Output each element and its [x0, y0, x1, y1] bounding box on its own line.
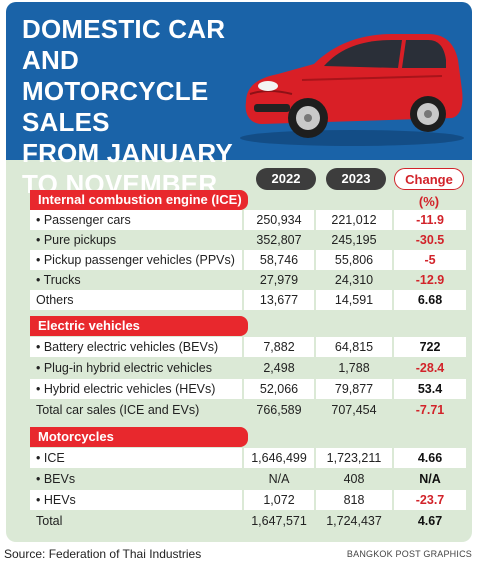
- title-line: DOMESTIC CAR AND: [22, 14, 226, 75]
- row-label: • Battery electric vehicles (BEVs): [30, 337, 242, 357]
- table-row: • Plug-in hybrid electric vehicles (PHEV…: [30, 358, 466, 395]
- value-2022: 352,807: [244, 230, 314, 250]
- value-2022: 7,882: [244, 337, 314, 357]
- table-row: Total 1,647,571 1,724,437 4.67: [30, 511, 466, 531]
- table-row: • Passenger cars 250,934 221,012 -11.9: [30, 210, 466, 230]
- table-row: • Battery electric vehicles (BEVs) 7,882…: [30, 337, 466, 357]
- page-title: DOMESTIC CAR AND MOTORCYCLE SALES FROM J…: [22, 14, 262, 200]
- red-car-illustration: [240, 34, 464, 146]
- change-value: -28.4: [394, 358, 466, 378]
- title-line: FROM JANUARY: [22, 138, 233, 168]
- value-2022: 1,072: [244, 490, 314, 510]
- table-row: Others 13,677 14,591 6.68: [30, 290, 466, 310]
- value-2023: 818: [316, 490, 392, 510]
- table-row: • Hybrid electric vehicles (HEVs) 52,066…: [30, 379, 466, 399]
- value-2022: 2,498: [244, 358, 314, 378]
- value-2023: 408: [316, 469, 392, 489]
- table-row: • HEVs 1,072 818 -23.7: [30, 490, 466, 510]
- row-label: Total car sales (ICE and EVs): [30, 400, 242, 420]
- change-value: -5: [394, 250, 466, 270]
- change-value: 722: [394, 337, 466, 357]
- row-label: Others: [30, 290, 242, 310]
- table-row: Total car sales (ICE and EVs) 766,589 70…: [30, 400, 466, 420]
- row-label: • Hybrid electric vehicles (HEVs): [30, 379, 242, 399]
- row-label: • Passenger cars: [30, 210, 242, 230]
- table-row: • ICE 1,646,499 1,723,211 4.66: [30, 448, 466, 468]
- infographic-card: DOMESTIC CAR AND MOTORCYCLE SALES FROM J…: [6, 2, 472, 542]
- value-2022: 1,647,571: [244, 511, 314, 531]
- value-2023: 79,877: [316, 379, 392, 399]
- change-value: 4.66: [394, 448, 466, 468]
- column-header-2023: 2023: [326, 168, 386, 190]
- table-row: • Trucks 27,979 24,310 -12.9: [30, 270, 466, 290]
- value-2023: 24,310: [316, 270, 392, 290]
- value-2022: 250,934: [244, 210, 314, 230]
- value-2023: 55,806: [316, 250, 392, 270]
- value-2022: 1,646,499: [244, 448, 314, 468]
- value-2023: 221,012: [316, 210, 392, 230]
- value-2023: 1,724,437: [316, 511, 392, 531]
- row-label: • Trucks: [30, 270, 242, 290]
- value-2022: 13,677: [244, 290, 314, 310]
- change-value: -23.7: [394, 490, 466, 510]
- row-label: • Plug-in hybrid electric vehicles (PHEV…: [30, 358, 242, 395]
- source-note: Source: Federation of Thai Industries: [4, 547, 202, 561]
- change-value: -7.71: [394, 400, 466, 420]
- row-label: • HEVs: [30, 490, 242, 510]
- section-title-electric-vehicles: Electric vehicles: [30, 316, 248, 336]
- change-value: -30.5: [394, 230, 466, 250]
- change-value: -12.9: [394, 270, 466, 290]
- row-label: • ICE: [30, 448, 242, 468]
- title-line: MOTORCYCLE SALES: [22, 76, 209, 137]
- change-value: N/A: [394, 469, 466, 489]
- table-row: • Pickup passenger vehicles (PPVs) 58,74…: [30, 250, 466, 270]
- table-row: • BEVs N/A 408 N/A: [30, 469, 466, 489]
- value-2023: 14,591: [316, 290, 392, 310]
- value-2023: 707,454: [316, 400, 392, 420]
- value-2022: 27,979: [244, 270, 314, 290]
- value-2022: 58,746: [244, 250, 314, 270]
- value-2023: 64,815: [316, 337, 392, 357]
- value-2022: 766,589: [244, 400, 314, 420]
- change-value: -11.9: [394, 210, 466, 230]
- value-2023: 1,788: [316, 358, 392, 378]
- value-2022: N/A: [244, 469, 314, 489]
- value-2023: 1,723,211: [316, 448, 392, 468]
- graphics-credit: BANGKOK POST GRAPHICS: [346, 549, 472, 559]
- row-label: Total: [30, 511, 242, 531]
- header-banner: DOMESTIC CAR AND MOTORCYCLE SALES FROM J…: [6, 2, 472, 199]
- row-label: • BEVs: [30, 469, 242, 489]
- row-label: • Pure pickups: [30, 230, 242, 250]
- change-value: 6.68: [394, 290, 466, 310]
- table-row: • Pure pickups 352,807 245,195 -30.5: [30, 230, 466, 250]
- section-title-motorcycles: Motorcycles: [30, 427, 248, 447]
- column-header-change: Change (%): [394, 168, 464, 209]
- section-title-ice-cars: Internal combustion engine (ICE) cars: [30, 190, 248, 227]
- row-label: • Pickup passenger vehicles (PPVs): [30, 250, 242, 270]
- change-value: 53.4: [394, 379, 466, 399]
- column-header-2022: 2022: [256, 168, 316, 190]
- value-2022: 52,066: [244, 379, 314, 399]
- value-2023: 245,195: [316, 230, 392, 250]
- change-value: 4.67: [394, 511, 466, 531]
